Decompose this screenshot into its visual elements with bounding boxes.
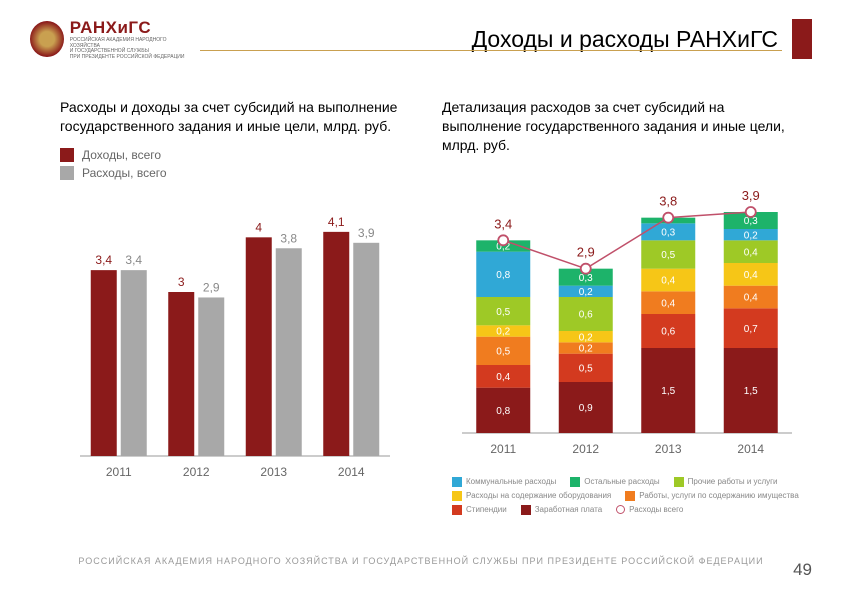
svg-text:2013: 2013 [655, 442, 682, 456]
svg-text:4,1: 4,1 [328, 215, 345, 229]
svg-text:0,3: 0,3 [661, 227, 675, 238]
legend-swatch-icon [570, 477, 580, 487]
legend-label: Расходы, всего [82, 166, 167, 180]
legend-item: Расходы, всего [60, 166, 412, 180]
svg-text:3,4: 3,4 [125, 253, 142, 267]
logo-text: РАНХиГС [70, 18, 190, 38]
svg-text:0,7: 0,7 [744, 323, 758, 334]
legend-label: Остальные расходы [584, 477, 659, 486]
right-subtitle: Детализация расходов за счет субсидий на… [442, 98, 802, 155]
legend-swatch-icon [452, 505, 462, 515]
legend-ring-icon [616, 505, 625, 514]
legend-label: Расходы на содержание оборудования [466, 491, 611, 500]
svg-text:2,9: 2,9 [577, 244, 595, 259]
legend-item: Заработная плата [521, 505, 602, 515]
svg-text:0,4: 0,4 [744, 292, 758, 303]
legend-label: Прочие работы и услуги [688, 477, 778, 486]
footer-text: РОССИЙСКАЯ АКАДЕМИЯ НАРОДНОГО ХОЗЯЙСТВА … [0, 556, 842, 566]
svg-text:0,4: 0,4 [661, 275, 675, 286]
legend-swatch-icon [60, 166, 74, 180]
header: РАНХиГС РОССИЙСКАЯ АКАДЕМИЯ НАРОДНОГО ХО… [0, 0, 842, 68]
svg-text:0,5: 0,5 [496, 306, 510, 317]
svg-text:3: 3 [178, 275, 185, 289]
svg-text:0,4: 0,4 [496, 372, 510, 383]
svg-text:2014: 2014 [338, 465, 365, 479]
legend-label: Работы, услуги по содержанию имущества [639, 491, 799, 500]
svg-text:0,5: 0,5 [496, 346, 510, 357]
right-chart: 20110,80,40,50,20,50,80,220120,90,50,20,… [442, 167, 802, 467]
svg-text:0,2: 0,2 [579, 332, 593, 343]
left-chart: 2011 3,4 3,4 2012 3 2,9 2013 4 3,8 2014 4,1 3,9 [60, 190, 412, 490]
header-rule [200, 50, 782, 51]
svg-text:0,9: 0,9 [579, 403, 593, 414]
legend-item: Прочие работы и услуги [674, 477, 778, 487]
svg-text:0,5: 0,5 [579, 363, 593, 374]
svg-text:3,9: 3,9 [742, 188, 760, 203]
legend-item: Расходы на содержание оборудования [452, 491, 611, 501]
legend-label: Заработная плата [535, 505, 602, 514]
svg-text:0,2: 0,2 [496, 326, 510, 337]
legend-item: Коммунальные расходы [452, 477, 556, 487]
svg-text:0,8: 0,8 [496, 406, 510, 417]
legend-item: Доходы, всего [60, 148, 412, 162]
left-column: Расходы и доходы за счет субсидий на вып… [60, 98, 412, 515]
legend-item: Работы, услуги по содержанию имущества [625, 491, 799, 501]
page-title: Доходы и расходы РАНХиГС [190, 26, 792, 53]
svg-text:2012: 2012 [572, 442, 599, 456]
legend-label: Стипендии [466, 505, 507, 514]
legend-swatch-icon [521, 505, 531, 515]
legend-swatch-icon [674, 477, 684, 487]
left-legend: Доходы, всего Расходы, всего [60, 148, 412, 180]
svg-text:1,5: 1,5 [661, 386, 675, 397]
svg-text:0,8: 0,8 [496, 270, 510, 281]
legend-swatch-icon [452, 477, 462, 487]
svg-text:0,4: 0,4 [744, 247, 758, 258]
svg-text:0,4: 0,4 [744, 270, 758, 281]
svg-text:0,6: 0,6 [661, 326, 675, 337]
svg-text:2014: 2014 [737, 442, 764, 456]
svg-text:3,8: 3,8 [280, 231, 297, 245]
title-accent-bar [792, 19, 812, 59]
left-subtitle: Расходы и доходы за счет субсидий на вып… [60, 98, 412, 136]
svg-text:4: 4 [255, 220, 262, 234]
legend-swatch-icon [60, 148, 74, 162]
legend-swatch-icon [452, 491, 462, 501]
svg-text:3,9: 3,9 [358, 226, 375, 240]
svg-text:2012: 2012 [183, 465, 210, 479]
legend-item: Расходы всего [616, 505, 683, 515]
logo-emblem-icon [30, 21, 64, 57]
svg-text:3,4: 3,4 [95, 253, 112, 267]
svg-text:0,5: 0,5 [661, 250, 675, 261]
logo-subtitle: ПРИ ПРЕЗИДЕНТЕ РОССИЙСКОЙ ФЕДЕРАЦИИ [70, 55, 190, 61]
svg-text:3,8: 3,8 [659, 193, 677, 208]
svg-text:0,2: 0,2 [579, 343, 593, 354]
legend-item: Остальные расходы [570, 477, 659, 487]
page-number: 49 [793, 560, 812, 580]
right-column: Детализация расходов за счет субсидий на… [442, 98, 802, 515]
svg-text:3,4: 3,4 [494, 216, 512, 231]
legend-swatch-icon [625, 491, 635, 501]
legend-item: Стипендии [452, 505, 507, 515]
svg-text:2011: 2011 [490, 442, 516, 456]
right-legend: Коммунальные расходы Остальные расходы Про… [442, 477, 802, 515]
svg-text:2013: 2013 [260, 465, 287, 479]
svg-text:0,6: 0,6 [579, 309, 593, 320]
svg-text:2,9: 2,9 [203, 280, 220, 294]
legend-label: Коммунальные расходы [466, 477, 556, 486]
legend-label: Расходы всего [629, 505, 683, 514]
svg-text:2011: 2011 [106, 465, 132, 479]
legend-label: Доходы, всего [82, 148, 161, 162]
svg-text:0,4: 0,4 [661, 298, 675, 309]
svg-text:0,2: 0,2 [744, 230, 758, 241]
logo-block: РАНХиГС РОССИЙСКАЯ АКАДЕМИЯ НАРОДНОГО ХО… [30, 18, 190, 60]
svg-text:1,5: 1,5 [744, 386, 758, 397]
svg-text:0,2: 0,2 [579, 287, 593, 298]
